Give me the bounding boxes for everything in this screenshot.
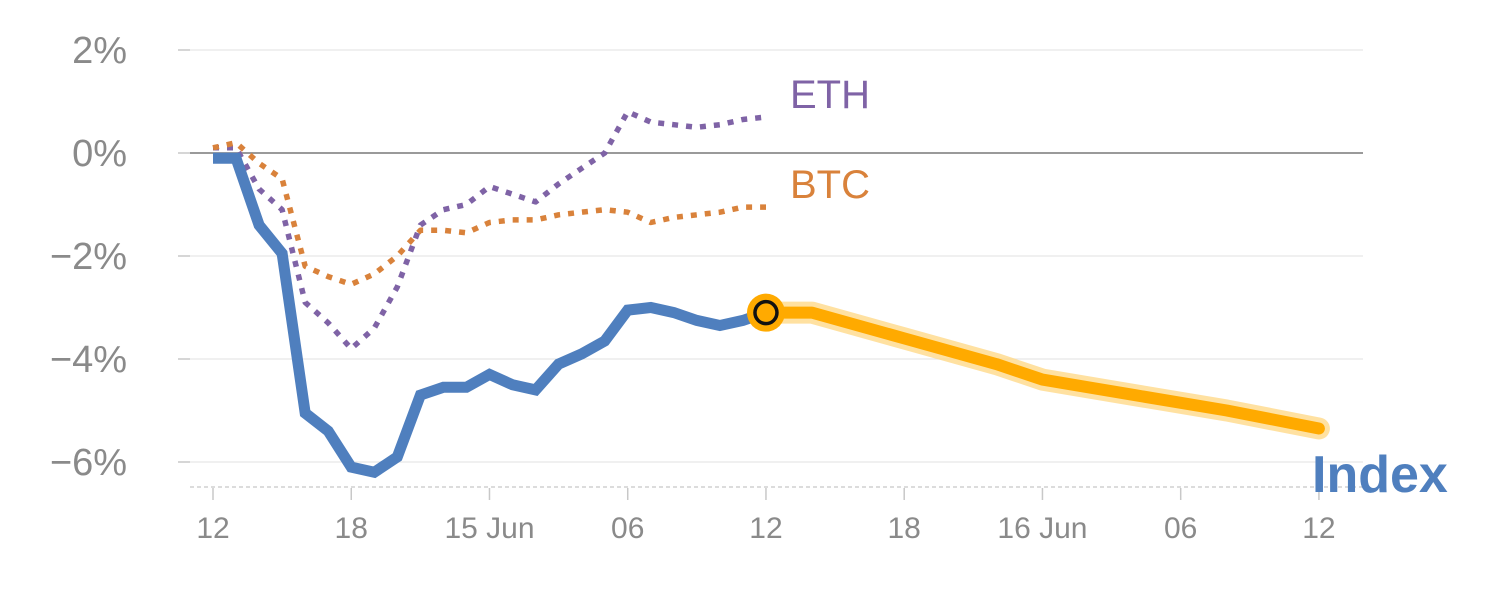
- x-tick-label: 16 Jun: [997, 512, 1087, 545]
- y-tick-label: 0%: [72, 133, 127, 175]
- y-tick-label: −2%: [50, 236, 127, 278]
- marker-inner-ring: [753, 299, 779, 326]
- x-tick-label: 12: [1302, 512, 1335, 545]
- btc-series-label: BTC: [790, 163, 870, 207]
- series-lines: [212, 109, 1330, 479]
- y-axis: 2% 0% −2% −4% −6%: [50, 30, 127, 484]
- x-tick-label: 06: [611, 512, 644, 545]
- x-tick-label: 18: [335, 512, 368, 545]
- y-tick-label: −6%: [50, 442, 127, 484]
- x-tick-label: 12: [749, 512, 782, 545]
- index-line: [213, 152, 768, 479]
- marker-outer-ring: [746, 293, 785, 332]
- x-axis: 12 18 15 Jun 06 12 18 16 Jun 06 12: [190, 486, 1363, 545]
- current-point-marker: [746, 293, 785, 332]
- x-tick-label: 12: [196, 512, 229, 545]
- x-tick-label: 15 Jun: [444, 512, 534, 545]
- y-tick-label: 2%: [72, 30, 127, 72]
- eth-series-label: ETH: [790, 73, 870, 117]
- y-tick-label: −4%: [50, 339, 127, 381]
- index-forecast-line: [760, 306, 1325, 435]
- eth-line: [213, 109, 767, 352]
- index-series-label: Index: [1312, 446, 1448, 504]
- x-tick-label: 06: [1164, 512, 1197, 545]
- btc-line: [212, 139, 766, 288]
- x-tick-label: 18: [888, 512, 921, 545]
